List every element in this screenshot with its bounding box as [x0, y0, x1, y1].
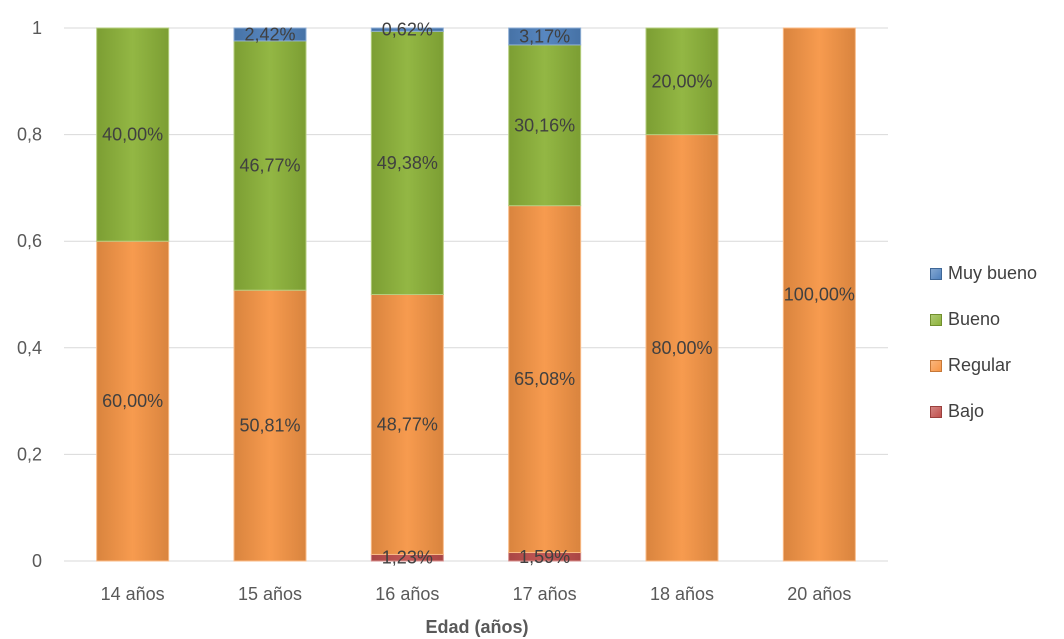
data-label: 30,16%: [514, 115, 575, 135]
data-label: 20,00%: [651, 71, 712, 91]
data-label: 49,38%: [377, 153, 438, 173]
bar-segment-bueno: [96, 27, 170, 242]
data-label: 3,17%: [519, 26, 570, 46]
bar-segment-regular: [96, 240, 170, 562]
legend-swatch: [930, 359, 942, 372]
bar-segment-muy-bueno: [233, 27, 307, 42]
x-tick-label: 16 años: [375, 584, 439, 604]
y-tick-label: 0,4: [17, 338, 42, 358]
data-label: 50,81%: [239, 416, 300, 436]
legend-item-bajo: Bajo: [930, 396, 1037, 427]
data-label: 60,00%: [102, 391, 163, 411]
bar-segment-regular: [508, 205, 582, 554]
bar-segment-regular: [370, 294, 444, 555]
data-label: 40,00%: [102, 125, 163, 145]
legend-item-muy-bueno: Muy bueno: [930, 258, 1037, 289]
y-tick-label: 1: [32, 18, 42, 38]
y-tick-label: 0: [32, 551, 42, 571]
y-tick-label: 0,6: [17, 231, 42, 251]
legend-label: Bajo: [948, 401, 985, 421]
data-label: 65,08%: [514, 369, 575, 389]
legend-item-regular: Regular: [930, 350, 1037, 381]
legend-swatch: [930, 267, 942, 280]
data-label: 1,23%: [382, 548, 433, 568]
data-label: 80,00%: [651, 338, 712, 358]
legend-swatch: [930, 313, 942, 326]
bar-segment-bueno: [508, 44, 582, 207]
x-tick-label: 20 años: [787, 584, 851, 604]
data-label: 100,00%: [784, 285, 855, 305]
bar-segment-regular: [233, 289, 307, 562]
data-label: 1,59%: [519, 547, 570, 567]
data-label: 0,62%: [382, 20, 433, 40]
bar-segment-muy-bueno: [508, 27, 582, 46]
y-axis: 0 0,2 0,4 0,6 0,8 1: [17, 18, 42, 571]
legend-swatch: [930, 405, 942, 418]
legend: Muy bueno Bueno Regular Bajo: [930, 258, 1037, 442]
legend-label: Regular: [948, 355, 1012, 375]
gridlines: [64, 27, 888, 562]
x-tick-label: 17 años: [513, 584, 577, 604]
x-tick-label: 14 años: [101, 584, 165, 604]
legend-label: Bueno: [948, 309, 1001, 329]
bar-segment-bueno: [645, 27, 719, 136]
y-tick-label: 0,2: [17, 444, 42, 464]
data-labels: 60,00% 40,00% 50,81% 46,77% 2,42% 1,23% 48,77%…: [102, 20, 855, 568]
bar-segment-bueno: [370, 30, 444, 296]
data-label: 2,42%: [244, 24, 295, 44]
bars: [96, 27, 856, 562]
bar-segment-regular: [645, 134, 719, 562]
legend-item-bueno: Bueno: [930, 304, 1037, 335]
legend-label: Muy bueno: [948, 263, 1038, 283]
x-axis-title: Edad (años): [425, 617, 528, 637]
bar-segment-muy-bueno: [370, 27, 444, 32]
y-tick-label: 0,8: [17, 125, 42, 145]
data-label: 48,77%: [377, 414, 438, 434]
x-axis: 14 años 15 años 16 años 17 años 18 años 20 añ…: [101, 584, 852, 604]
x-tick-label: 15 años: [238, 584, 302, 604]
data-label: 46,77%: [239, 156, 300, 176]
x-tick-label: 18 años: [650, 584, 714, 604]
bar-segment-regular: [782, 27, 856, 562]
